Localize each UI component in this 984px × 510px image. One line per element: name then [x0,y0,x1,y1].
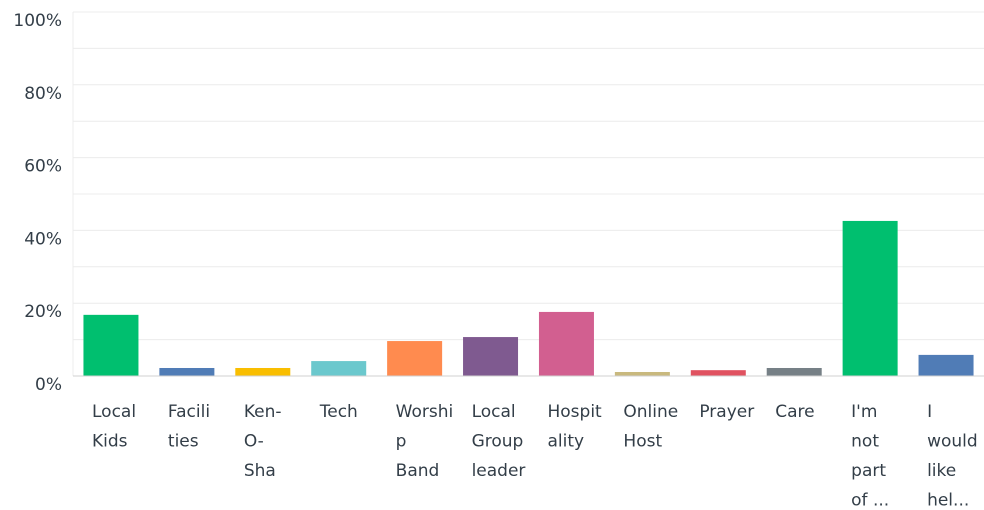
x-tick-label: Worshi [396,402,454,422]
bar [311,361,367,376]
y-tick-label: 100% [13,11,62,31]
y-tick-label: 80% [24,84,62,104]
x-tick-label: O- [244,432,264,452]
x-tick-label: Facili [168,402,210,422]
bar [159,367,215,376]
x-tick-label: I'm [851,402,877,422]
y-tick-label: 40% [24,229,62,249]
y-tick-label: 60% [24,157,62,177]
bar [614,371,670,376]
bar [538,311,594,376]
x-tick-label: hel... [927,491,969,510]
x-tick-label: Group [472,432,524,452]
x-tick-label: Ken- [244,402,282,422]
x-tick-label: Tech [319,402,358,422]
x-tick-label: Sha [244,461,276,481]
x-tick-label: not [851,432,879,452]
x-tick-label: I [927,402,932,422]
bar [842,220,898,376]
x-tick-label: Prayer [699,402,754,422]
x-tick-label: like [927,461,956,481]
x-tick-label: Online [623,402,678,422]
bar [463,337,519,376]
x-tick-label: ality [548,432,585,452]
bar [83,314,139,376]
y-tick-label: 20% [24,302,62,322]
x-tick-label: part [851,461,886,481]
x-tick-label: Host [623,432,662,452]
x-tick-label: Band [396,461,440,481]
y-tick-label: 0% [35,375,62,395]
bar [918,354,974,376]
x-tick-label: Local [92,402,136,422]
x-tick-label: Local [472,402,516,422]
x-tick-label: p [396,432,407,452]
x-tick-label: Kids [92,432,128,452]
bar [235,367,291,376]
bar [690,370,746,376]
bar [387,341,443,376]
x-tick-label: Care [775,402,814,422]
x-tick-label: would [927,432,978,452]
x-tick-label: of ... [851,491,889,510]
x-tick-label: Hospit [548,402,603,422]
x-tick-label: leader [472,461,526,481]
x-tick-label: ties [168,432,199,452]
bar [766,367,822,376]
